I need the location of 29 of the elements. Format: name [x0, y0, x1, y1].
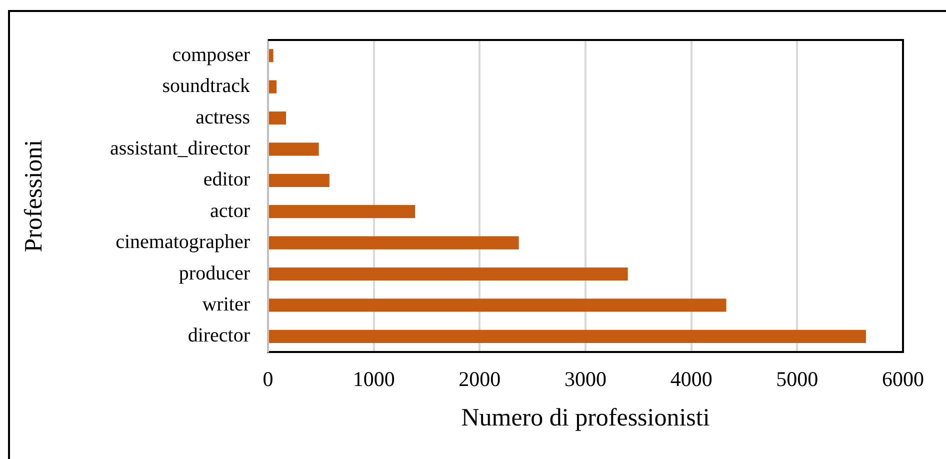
x-tick-label: 2000 [458, 367, 501, 392]
y-tick-label: soundtrack [162, 75, 250, 98]
bar [269, 80, 276, 94]
y-axis-title: Professioni [20, 140, 48, 252]
bar [269, 205, 416, 218]
y-tick-label: actress [196, 106, 250, 128]
bar [269, 236, 519, 250]
y-tick-label: writer [202, 293, 250, 316]
y-tick-label: assistant_director [110, 137, 250, 160]
bar [269, 267, 628, 281]
x-tick-label: 3000 [564, 367, 606, 392]
bar [269, 111, 286, 125]
x-tick-label: 6000 [882, 367, 924, 392]
x-tick-label: 4000 [670, 367, 712, 392]
y-tick-label: editor [203, 168, 250, 191]
y-tick-label: cinematographer [116, 231, 250, 254]
x-tick-label: 5000 [776, 367, 818, 392]
y-tick-label: producer [178, 262, 250, 284]
bar [269, 298, 726, 312]
x-tick-label: 0 [262, 367, 274, 392]
bar [269, 174, 330, 187]
bar [269, 142, 319, 156]
bar [269, 330, 866, 343]
x-axis-title: Numero di professionisti [461, 404, 710, 432]
y-tick-label: director [188, 324, 250, 347]
y-tick-label: composer [172, 44, 250, 66]
y-tick-label: actor [210, 200, 250, 222]
x-tick-label: 1000 [352, 367, 395, 392]
bar [269, 49, 274, 62]
